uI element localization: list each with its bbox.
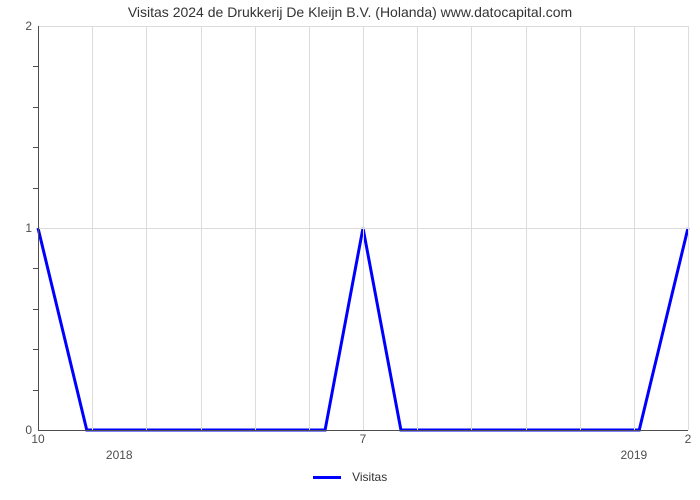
chart-title: Visitas 2024 de Drukkerij De Kleijn B.V.… (0, 4, 700, 20)
y-minor-tick (33, 147, 38, 148)
horizontal-gridline (38, 228, 688, 229)
y-minor-tick (33, 349, 38, 350)
y-minor-tick (33, 309, 38, 310)
horizontal-gridline (38, 26, 688, 27)
legend-swatch (313, 476, 341, 479)
y-tick-label: 1 (25, 221, 38, 235)
x-year-label: 2018 (106, 430, 133, 462)
x-tick-label: 2 (685, 430, 692, 446)
legend: Visitas (0, 470, 700, 484)
chart-container: Visitas 2024 de Drukkerij De Kleijn B.V.… (0, 0, 700, 500)
y-axis-line (38, 26, 39, 430)
y-minor-tick (33, 268, 38, 269)
y-minor-tick (33, 188, 38, 189)
y-minor-tick (33, 66, 38, 67)
plot-area: 012107220182019 (38, 26, 688, 430)
x-tick-label: 7 (360, 430, 367, 446)
y-tick-label: 2 (25, 19, 38, 33)
vertical-gridline (688, 26, 689, 430)
x-tick-label: 10 (31, 430, 44, 446)
y-minor-tick (33, 107, 38, 108)
legend-label: Visitas (352, 470, 387, 484)
x-year-label: 2019 (620, 430, 647, 462)
y-minor-tick (33, 390, 38, 391)
